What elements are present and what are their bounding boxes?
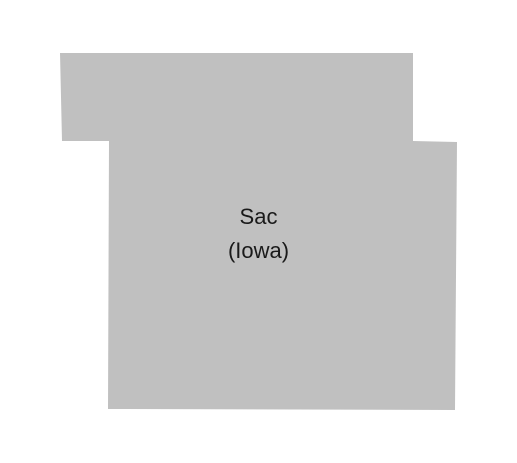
county-shape-sac [60,53,457,410]
